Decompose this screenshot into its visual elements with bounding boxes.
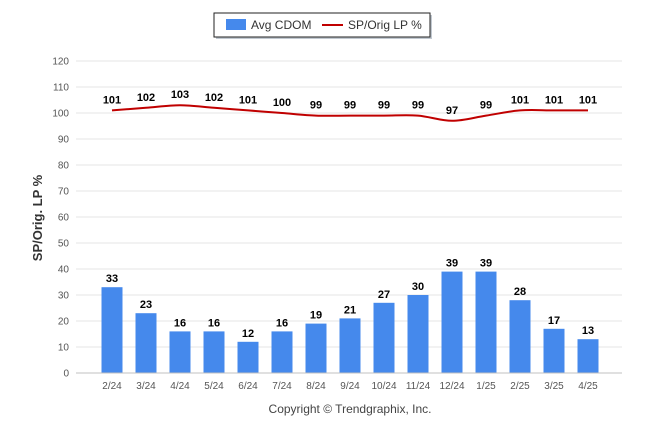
x-tick-label: 7/24 — [272, 381, 292, 392]
line-value-label: 97 — [446, 105, 458, 117]
line-value-label: 99 — [378, 100, 390, 112]
bar-labels: 33 23 16 16 12 16 19 21 27 30 39 39 28 17 13 — [106, 258, 594, 340]
bar-value-label: 16 — [174, 317, 186, 329]
y-tick-label: 0 — [63, 369, 69, 380]
bar — [305, 323, 327, 373]
line-series — [111, 104, 588, 122]
bar — [135, 313, 157, 373]
bar — [271, 331, 293, 373]
x-axis-ticks: 2/24 3/24 4/24 5/24 6/24 7/24 8/24 9/24 10/24 11/… — [102, 381, 598, 392]
line-value-label: 99 — [480, 100, 492, 112]
line-value-label: 103 — [171, 89, 189, 101]
legend-label-avg-cdom: Avg CDOM — [251, 18, 311, 32]
y-tick-label: 80 — [58, 161, 70, 172]
line-value-label: 101 — [239, 94, 257, 106]
bar — [339, 318, 361, 373]
bar-value-label: 33 — [106, 273, 118, 285]
bar-value-label: 19 — [310, 310, 322, 322]
bar-value-label: 28 — [514, 286, 526, 298]
y-axis-label: SP/Orig. LP % — [30, 174, 45, 261]
bar-value-label: 21 — [344, 304, 356, 316]
bars — [101, 271, 599, 373]
y-tick-label: 120 — [52, 57, 69, 68]
bar-value-label: 39 — [480, 258, 492, 270]
legend: Avg CDOM SP/Orig LP % — [213, 12, 432, 39]
bar — [577, 339, 599, 373]
x-tick-label: 2/25 — [510, 381, 530, 392]
bar — [475, 271, 497, 373]
bar — [237, 341, 259, 373]
line-path — [111, 104, 588, 122]
line-value-label: 99 — [412, 100, 424, 112]
x-tick-label: 6/24 — [238, 381, 258, 392]
x-tick-label: 8/24 — [306, 381, 326, 392]
line-value-label: 102 — [205, 92, 223, 104]
y-tick-label: 20 — [58, 317, 70, 328]
x-tick-label: 3/25 — [544, 381, 564, 392]
bar-value-label: 16 — [208, 317, 220, 329]
x-tick-label: 3/24 — [136, 381, 156, 392]
x-tick-label: 9/24 — [340, 381, 360, 392]
x-tick-label: 10/24 — [371, 381, 396, 392]
line-value-label: 101 — [579, 94, 597, 106]
line-labels: 101 102 103 102 101 100 99 99 99 99 97 99 101 101 101 — [103, 89, 597, 117]
bar-value-label: 16 — [276, 317, 288, 329]
bar-value-label: 27 — [378, 289, 390, 301]
line-value-label: 101 — [511, 94, 529, 106]
legend-swatch-bar — [226, 19, 246, 30]
legend-label-sp-orig-lp: SP/Orig LP % — [348, 18, 422, 32]
x-tick-label: 5/24 — [204, 381, 224, 392]
bar — [203, 331, 225, 373]
line-value-label: 99 — [344, 100, 356, 112]
bar-value-label: 12 — [242, 328, 254, 340]
y-tick-label: 30 — [58, 291, 70, 302]
bar-value-label: 23 — [140, 299, 152, 311]
bar-value-label: 39 — [446, 258, 458, 270]
copyright-text: Copyright © Trendgraphix, Inc. — [269, 402, 432, 416]
x-tick-label: 11/24 — [406, 381, 431, 392]
x-tick-label: 12/24 — [439, 381, 464, 392]
y-tick-label: 60 — [58, 213, 70, 224]
y-tick-label: 10 — [58, 343, 70, 354]
line-value-label: 101 — [103, 94, 121, 106]
x-tick-label: 4/25 — [578, 381, 598, 392]
y-tick-label: 110 — [53, 83, 69, 94]
line-value-label: 100 — [273, 97, 291, 109]
y-tick-label: 50 — [58, 239, 70, 250]
line-value-label: 101 — [545, 94, 563, 106]
bar — [101, 287, 123, 373]
y-axis-ticks: 0 10 20 30 40 50 60 70 80 90 100 110 120 — [52, 57, 69, 380]
bar-value-label: 13 — [582, 325, 594, 337]
grid — [76, 60, 622, 348]
bar — [543, 328, 565, 373]
x-tick-label: 1/25 — [476, 381, 496, 392]
bar-value-label: 30 — [412, 281, 424, 293]
bar — [441, 271, 463, 373]
y-tick-label: 40 — [58, 265, 70, 276]
bar — [169, 331, 191, 373]
x-tick-label: 2/24 — [102, 381, 122, 392]
y-tick-label: 90 — [58, 135, 70, 146]
y-tick-label: 100 — [52, 109, 69, 120]
line-value-label: 102 — [137, 92, 155, 104]
bar — [373, 302, 395, 373]
line-value-label: 99 — [310, 100, 322, 112]
bar — [509, 300, 531, 373]
bar — [407, 295, 429, 373]
x-tick-label: 4/24 — [170, 381, 190, 392]
bar-value-label: 17 — [548, 315, 560, 327]
y-tick-label: 70 — [58, 187, 70, 198]
